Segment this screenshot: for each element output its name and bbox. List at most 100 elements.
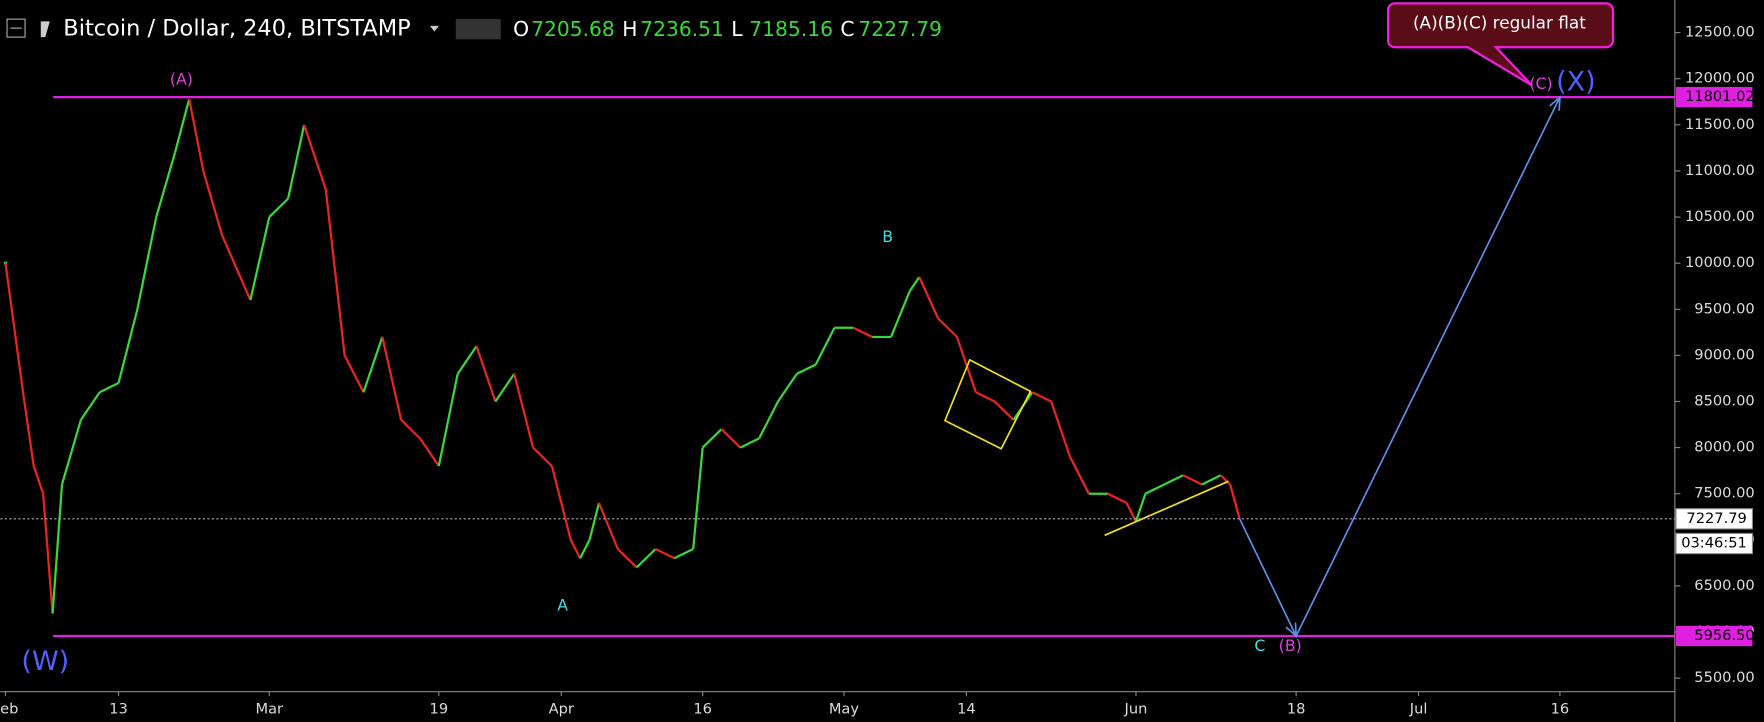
price-segment <box>513 373 535 448</box>
price-segment <box>117 308 139 384</box>
wave-label: (W) <box>21 646 69 677</box>
y-tick-label: 8500.00 <box>1694 392 1754 409</box>
x-tick-label: Feb <box>0 701 18 718</box>
price-segment <box>268 197 289 218</box>
x-tick-label: 16 <box>693 701 712 718</box>
price-segment <box>324 189 346 356</box>
level-label: 11801.02 <box>1685 88 1755 105</box>
y-tick-label: 11000.00 <box>1685 162 1755 179</box>
ohlc-value: 7185.16 <box>749 17 833 41</box>
wave-label: (C) <box>1529 74 1552 93</box>
price-segment <box>588 502 601 541</box>
ohlc-key: O <box>513 17 529 41</box>
last-price-label: 7227.79 <box>1686 510 1746 527</box>
wave-label: B <box>882 227 893 246</box>
x-tick-label: Apr <box>549 701 574 718</box>
x-tick-label: Mar <box>255 701 283 718</box>
y-tick-label: 9000.00 <box>1694 346 1754 363</box>
x-tick-label: 19 <box>430 701 449 718</box>
price-segment <box>23 401 35 467</box>
price-segment <box>532 446 553 467</box>
price-segment <box>419 437 440 467</box>
x-tick-label: Jul <box>1409 701 1428 718</box>
x-tick-label: 16 <box>1551 701 1570 718</box>
price-segment <box>937 317 958 338</box>
price-segment <box>494 373 516 403</box>
wave-label: (A) <box>170 69 193 88</box>
dropdown[interactable] <box>429 25 439 32</box>
callout-box <box>1386 2 1615 87</box>
y-tick-label: 5500.00 <box>1694 669 1754 686</box>
price-segment <box>993 400 1015 421</box>
symbol-icon <box>40 21 50 38</box>
price-segment <box>51 484 64 614</box>
price-segment <box>908 276 921 292</box>
price-segment <box>1163 474 1184 486</box>
price-segment <box>673 548 694 560</box>
price-segment <box>173 98 191 153</box>
ohlc-key: L <box>731 17 743 41</box>
collapse-button[interactable] <box>6 18 26 38</box>
price-segment <box>1069 456 1090 495</box>
price-segment <box>42 493 54 614</box>
price-segment <box>635 548 657 569</box>
price-segment <box>655 548 675 560</box>
price-segment <box>362 336 384 393</box>
level-tag <box>1675 86 1753 108</box>
wave-label: A <box>557 596 568 615</box>
price-segment <box>1229 484 1241 520</box>
chart-title: Bitcoin / Dollar, 240, BITSTAMP <box>63 16 410 42</box>
x-tick-label: 18 <box>1287 701 1306 718</box>
price-segment <box>975 391 996 403</box>
price-segment <box>1201 474 1222 486</box>
arrow-head <box>1549 95 1561 111</box>
callout-text: (A)(B)(C) regular flat <box>1413 13 1586 33</box>
price-segment <box>739 437 760 449</box>
price-segment <box>569 539 582 559</box>
ohlc: O 7205.68 H 7236.51 L 7185.16 C 7227.79 <box>513 17 942 41</box>
price-segment <box>221 235 252 301</box>
ohlc-value: 7205.68 <box>531 17 615 41</box>
y-tick-label: 10000.00 <box>1685 254 1755 271</box>
wave-label: (X) <box>1556 67 1596 98</box>
price-segment <box>617 548 638 569</box>
price-segment <box>381 336 403 421</box>
price-segment <box>692 447 704 550</box>
price-segment <box>758 400 779 439</box>
price-segment <box>136 216 158 310</box>
flag-pattern <box>943 358 1032 450</box>
price-segment <box>1134 493 1147 522</box>
price-segment <box>99 382 120 394</box>
y-tick-label: 11500.00 <box>1685 116 1755 133</box>
price-segment <box>1219 474 1231 486</box>
price-segment <box>777 373 798 403</box>
price-segment <box>303 124 327 190</box>
x-tick-label: Jun <box>1124 701 1148 718</box>
price-segment <box>475 345 497 402</box>
y-tick-label: 12500.00 <box>1685 24 1755 41</box>
price-segment <box>202 170 224 236</box>
price-segment <box>1050 401 1072 458</box>
countdown: 03:46:51 <box>1681 535 1747 552</box>
price-segment <box>287 124 306 199</box>
trend-line <box>1104 480 1229 537</box>
price-segment <box>456 345 478 375</box>
price-segment <box>889 290 911 338</box>
x-tick-label: 13 <box>109 701 128 718</box>
price-segment <box>597 502 619 550</box>
price-segment <box>79 391 101 421</box>
price-segment <box>343 354 365 393</box>
price-segment <box>437 373 459 467</box>
y-tick-label: 9500.00 <box>1694 300 1754 317</box>
indicator-buttons[interactable] <box>455 19 501 40</box>
ohlc-key: H <box>622 17 637 41</box>
wave-label: (B) <box>1279 636 1302 655</box>
y-tick-label: 7500.00 <box>1694 485 1754 502</box>
ohlc-key: C <box>840 17 854 41</box>
price-segment <box>955 336 977 393</box>
countdown-tag <box>1675 532 1754 555</box>
ohlc-value: 7227.79 <box>858 17 942 41</box>
